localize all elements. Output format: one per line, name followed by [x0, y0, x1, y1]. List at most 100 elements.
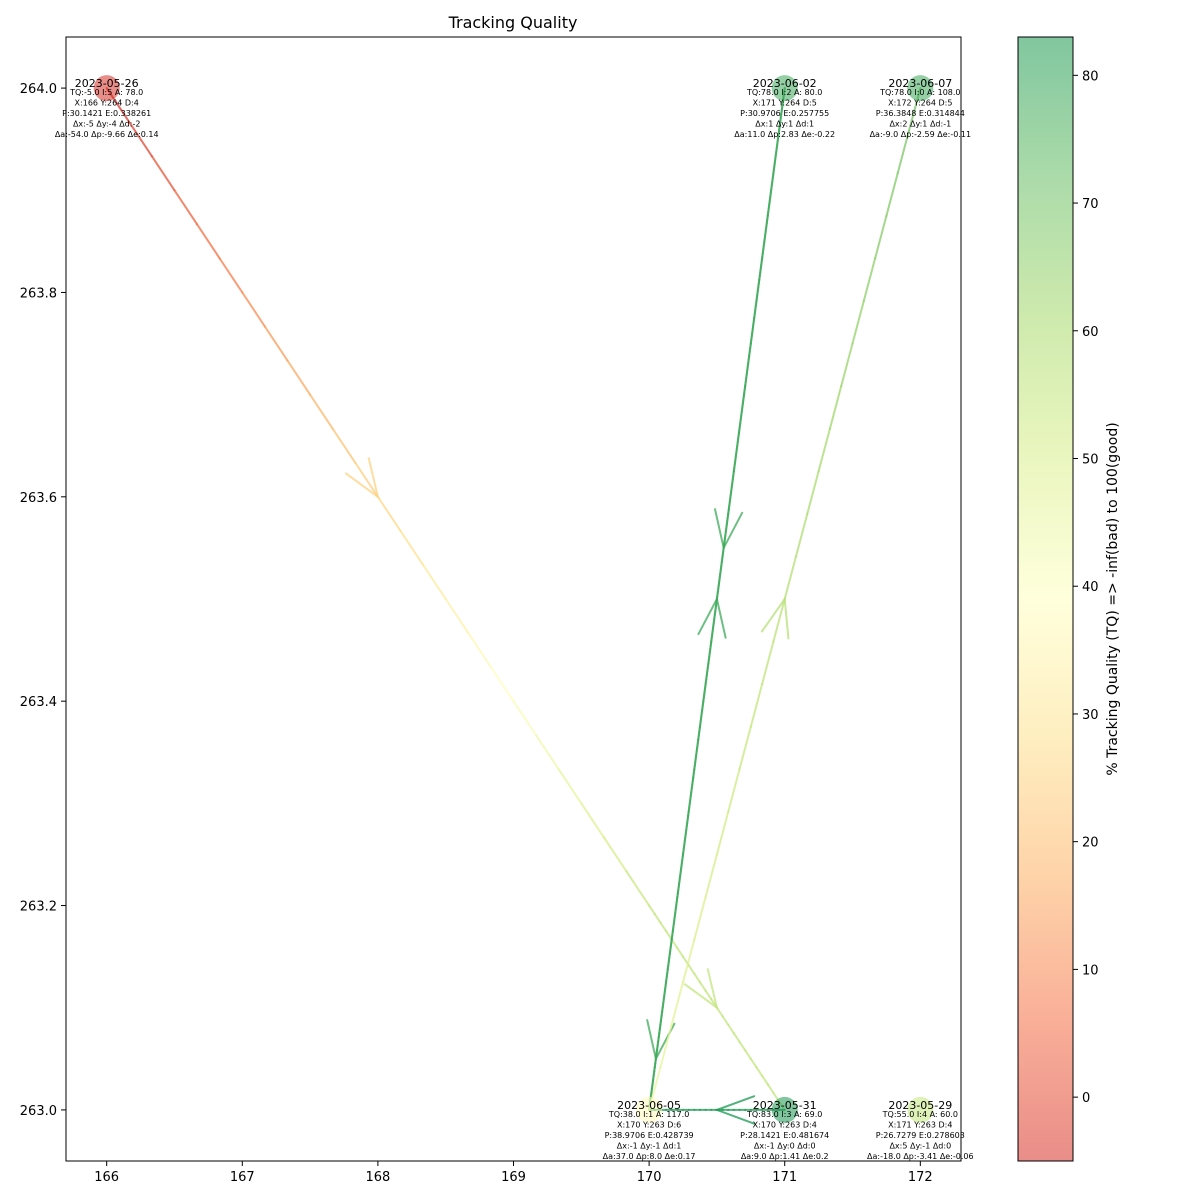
- trajectory-segment-6: [874, 214, 888, 260]
- x-tick-label: 169: [501, 1170, 526, 1185]
- trajectory-segment-6: [727, 768, 741, 813]
- point-info-line: X:170 Y:263 D:6: [617, 1120, 681, 1129]
- data-point-2023-06-02: [771, 75, 798, 102]
- x-tick-label: 170: [637, 1170, 662, 1185]
- trajectory-segment-6: [795, 512, 809, 558]
- trajectory-segment-0: [444, 598, 470, 635]
- point-info-line: X:166 Y:264 D:4: [75, 99, 139, 108]
- point-info-line: Δx:1 Δy:1 Δd:1: [755, 120, 814, 129]
- trajectory-segment-4: [763, 202, 771, 243]
- point-info-line: Δa:9.0 Δp:1.41 Δe:0.2: [741, 1152, 829, 1161]
- colorbar-gradient: [1018, 37, 1073, 1161]
- y-tick-label: 263.0: [20, 1104, 57, 1119]
- trajectory-segment-4: [712, 585, 720, 626]
- x-tick-label: 171: [772, 1170, 797, 1185]
- point-info-line: P:30.9706 E:0.257755: [740, 109, 829, 118]
- trajectory-segment-0: [535, 734, 560, 771]
- y-tick-label: 263.4: [20, 695, 57, 710]
- trajectory-segment-4: [707, 623, 715, 664]
- trajectory-segment-0: [286, 359, 312, 396]
- colorbar: 0 10 20 30 40 50 60 70 80 % Tracking Quality (TQ)…: [1017, 36, 1121, 1162]
- trajectory-segment-4: [661, 968, 669, 1009]
- trajectory-segment-4: [697, 700, 705, 741]
- trajectory-segment-1: [653, 913, 662, 924]
- trajectory-segment-6: [840, 342, 854, 388]
- data-point-2023-06-07: [907, 75, 934, 102]
- trajectory-segment-4: [676, 853, 685, 894]
- trajectory-segment-0: [173, 189, 199, 226]
- point-date-label: 2023-06-05: [617, 1099, 681, 1112]
- point-info-line: P:38.9706 E:0.428739: [605, 1131, 694, 1140]
- colorbar-tick-label: 0: [1082, 1091, 1090, 1106]
- point-info-line: TQ:78.0 I:2 A: 80.0: [746, 88, 822, 97]
- point-info-line: Δa:-54.0 Δp:-9.66 Δe:0.14: [55, 130, 159, 139]
- trajectory-segment-0: [354, 461, 379, 498]
- y-tick-label: 263.2: [20, 900, 57, 915]
- trajectory-segment-1: [732, 1032, 741, 1043]
- trajectory-segment-1: [727, 1023, 735, 1035]
- colorbar-tick-label: 30: [1082, 708, 1099, 723]
- trajectory-segment-0: [241, 291, 266, 328]
- trajectory-segment-1: [698, 981, 707, 992]
- trajectory-segment-1: [749, 1057, 758, 1069]
- point-info-line: Δa:-9.0 Δp:-2.59 Δe:-0.11: [870, 130, 972, 139]
- trajectory-segment-6: [896, 129, 911, 175]
- trajectory-segment-0: [467, 632, 492, 669]
- point-info-line: TQ:38.0 I:1 A: 117.0: [608, 1110, 689, 1119]
- trajectory-segment-0: [625, 870, 651, 907]
- trajectory-segment-0: [602, 836, 628, 873]
- point-info-line: X:170 Y:263 D:4: [753, 1120, 817, 1129]
- trajectory-segment-0: [309, 393, 334, 430]
- data-point-2023-06-05: [636, 1096, 663, 1123]
- trajectory-segment-6: [761, 640, 775, 686]
- trajectory-segment-1: [676, 947, 685, 958]
- trajectory-segment-6: [806, 470, 820, 515]
- y-tick-label: 264.0: [20, 82, 57, 97]
- point-info-line: Δa:11.0 Δp:2.83 Δe:-0.22: [734, 130, 835, 139]
- x-tick-label: 166: [94, 1170, 119, 1185]
- trajectory-segment-6: [704, 853, 718, 899]
- trajectory-segment-4: [687, 776, 695, 818]
- trajectory-segment-1: [704, 989, 713, 1001]
- trajectory-segment-4: [758, 240, 766, 281]
- data-point-2023-05-26: [93, 75, 120, 102]
- point-info-line: Δx:-1 Δy:0 Δd:0: [754, 1141, 816, 1150]
- point-date-label: 2023-06-02: [753, 77, 817, 90]
- point-info-line: TQ:55.0 I:4 A: 60.0: [882, 1110, 958, 1119]
- point-date-label: 2023-05-26: [75, 77, 139, 90]
- point-date-label: 2023-05-29: [888, 1099, 952, 1112]
- point-info-line: X:171 Y:263 D:4: [888, 1120, 952, 1129]
- point-info-line: P:26.7279 E:0.278603: [876, 1131, 965, 1140]
- trajectory-segment-0: [399, 529, 425, 566]
- trajectory-segment-0: [331, 427, 357, 464]
- trajectory-segment-6: [749, 683, 764, 728]
- trajectory-segment-1: [693, 972, 701, 984]
- trajectory-segment-1: [755, 1066, 764, 1077]
- point-info-line: TQ:83.0 I:3 A: 69.0: [746, 1110, 822, 1119]
- trajectory-segment-0: [512, 700, 538, 737]
- chart-title: Tracking Quality: [448, 13, 578, 32]
- colorbar-tick-label: 70: [1082, 197, 1099, 212]
- trajectory-segment-6: [738, 725, 752, 771]
- trajectory-segment-4: [748, 317, 756, 358]
- trajectory-segment-4: [743, 355, 751, 396]
- point-info-line: X:171 Y:264 D:5: [753, 99, 817, 108]
- point-info-line: Δa:37.0 Δp:8.0 Δe:0.17: [603, 1152, 696, 1161]
- colorbar-tick-label: 20: [1082, 836, 1099, 851]
- trajectory-segment-0: [263, 325, 289, 362]
- trajectory-segment-6: [862, 257, 877, 302]
- trajectory-segment-6: [659, 1023, 673, 1069]
- trajectory-segment-4: [768, 163, 776, 205]
- x-tick-label: 172: [908, 1170, 933, 1185]
- x-tick-label: 168: [365, 1170, 390, 1185]
- colorbar-tick-label: 80: [1082, 69, 1099, 84]
- trajectory-segment-0: [489, 666, 515, 703]
- trajectory-segment-1: [665, 930, 673, 941]
- colorbar-frame: [1017, 36, 1074, 1162]
- trajectory-segment-0: [150, 155, 176, 192]
- trajectory-segment-4: [727, 470, 735, 511]
- trajectory-arrowhead-6: [760, 596, 790, 640]
- trajectory-segment-4: [753, 278, 761, 319]
